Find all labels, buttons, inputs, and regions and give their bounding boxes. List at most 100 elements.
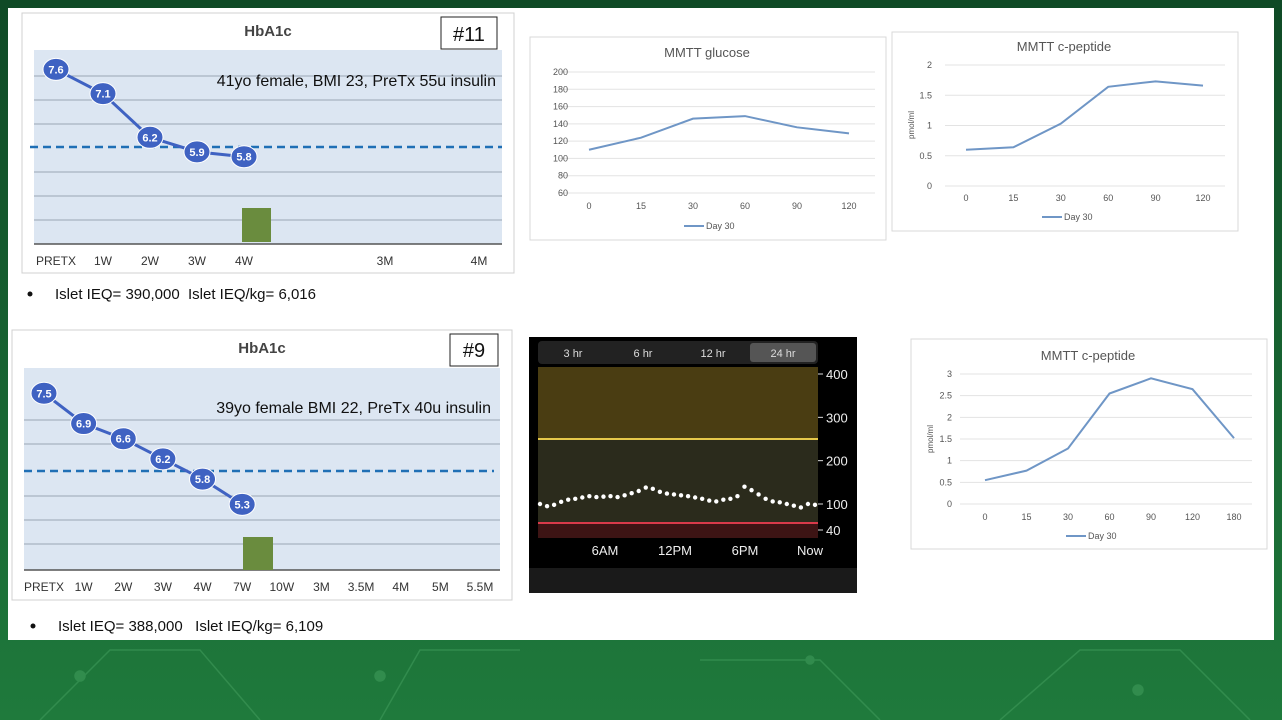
series-line bbox=[965, 80, 1204, 151]
marker bbox=[230, 145, 258, 169]
data-label: 5.8 bbox=[236, 152, 251, 164]
chart-title: HbA1c bbox=[244, 23, 292, 40]
glucose-reading bbox=[685, 494, 691, 499]
chart-frame bbox=[910, 338, 1268, 550]
x-tick-label: 4M bbox=[471, 254, 488, 268]
marker bbox=[42, 57, 70, 81]
y-tick-label: 200 bbox=[826, 454, 848, 469]
glucose-reading bbox=[742, 484, 747, 489]
glucose-reading bbox=[544, 503, 550, 509]
x-tick-label: 5M bbox=[432, 580, 449, 594]
y-tick-label: 200 bbox=[553, 67, 568, 77]
y-tick-label: 2 bbox=[927, 60, 932, 70]
marker bbox=[136, 125, 164, 149]
glucose-reading bbox=[763, 496, 768, 501]
x-tick-label: 60 bbox=[1104, 512, 1114, 522]
x-tick-label: 0 bbox=[963, 193, 968, 203]
tab-label: 3 hr bbox=[564, 348, 583, 360]
y-tick-label: 160 bbox=[553, 102, 568, 112]
glucose-reading bbox=[622, 493, 627, 498]
marker bbox=[30, 381, 58, 405]
y-tick-label: 1.5 bbox=[939, 434, 952, 444]
glucose-reading bbox=[671, 492, 677, 497]
y-tick-label: 1.5 bbox=[919, 90, 932, 100]
marker bbox=[109, 427, 137, 451]
decoration bbox=[39, 649, 1251, 720]
glucose-reading bbox=[735, 494, 740, 499]
data-label: 7.5 bbox=[36, 388, 51, 400]
y-tick-label: 0.5 bbox=[919, 151, 932, 161]
annotation: 41yo female, BMI 23, PreTx 55u insulin bbox=[217, 73, 496, 90]
glucose-reading bbox=[791, 503, 797, 508]
x-tick-label: 0 bbox=[982, 512, 987, 522]
glucose-reading bbox=[643, 485, 648, 490]
glucose-reading bbox=[615, 494, 620, 500]
marker bbox=[228, 492, 256, 516]
x-tick-label: 6AM bbox=[592, 543, 619, 558]
x-tick-label: 5.5M bbox=[467, 580, 494, 594]
x-tick-label: 15 bbox=[1021, 512, 1031, 522]
y-tick-label: 1 bbox=[927, 121, 932, 131]
glucose-reading bbox=[728, 496, 733, 501]
x-tick-label: 3.5M bbox=[348, 580, 375, 594]
case-label: #9 bbox=[463, 340, 485, 362]
x-tick-label: 4W bbox=[235, 254, 254, 268]
glucose-reading bbox=[573, 496, 578, 501]
glucose-reading bbox=[777, 500, 782, 505]
y-tick-label: 400 bbox=[826, 367, 848, 382]
x-tick-label: 15 bbox=[636, 201, 646, 211]
data-label: 6.2 bbox=[142, 132, 157, 144]
case-box bbox=[440, 16, 498, 50]
glucose-reading bbox=[580, 495, 585, 500]
marker bbox=[70, 412, 98, 436]
chart-title: HbA1c bbox=[238, 340, 286, 357]
y-axis-label: pmol/ml bbox=[907, 111, 916, 139]
data-label: 5.8 bbox=[195, 474, 210, 486]
glucose-reading bbox=[756, 492, 761, 497]
series-line bbox=[588, 115, 850, 151]
x-tick-label: 60 bbox=[1103, 193, 1113, 203]
x-tick-label: 180 bbox=[1226, 512, 1241, 522]
tab-selected[interactable] bbox=[750, 343, 816, 362]
glucose-reading bbox=[657, 489, 663, 495]
y-tick-label: 60 bbox=[558, 188, 568, 198]
y-tick-label: 80 bbox=[558, 171, 568, 181]
cgm-footer bbox=[529, 568, 857, 593]
bullet-text: Islet IEQ= 388,000 Islet IEQ/kg= 6,109 bbox=[58, 618, 323, 635]
y-tick-label: 3 bbox=[947, 369, 952, 379]
glucose-reading bbox=[678, 493, 684, 498]
y-tick-label: 1 bbox=[947, 456, 952, 466]
x-tick-label: 10W bbox=[269, 580, 294, 594]
case-label: #11 bbox=[453, 24, 485, 46]
bullet-text: Islet IEQ= 390,000 Islet IEQ/kg= 6,016 bbox=[55, 286, 316, 303]
legend-label: Day 30 bbox=[1088, 531, 1117, 541]
glucose-reading bbox=[692, 495, 698, 500]
case-box bbox=[449, 333, 499, 367]
glucose-reading bbox=[537, 501, 543, 507]
y-tick-label: 2 bbox=[947, 412, 952, 422]
x-tick-label: 120 bbox=[1195, 193, 1210, 203]
y-tick-label: 180 bbox=[553, 84, 568, 94]
marker bbox=[183, 140, 211, 164]
glucose-reading bbox=[601, 494, 606, 499]
x-tick-label: PRETX bbox=[36, 254, 76, 268]
glucose-reading bbox=[629, 490, 634, 496]
x-tick-label: 3W bbox=[188, 254, 207, 268]
glucose-reading bbox=[812, 502, 818, 508]
glucose-reading bbox=[770, 499, 775, 504]
x-tick-label: 15 bbox=[1008, 193, 1018, 203]
x-tick-label: 120 bbox=[1185, 512, 1200, 522]
annotation: 39yo female BMI 22, PreTx 40u insulin bbox=[216, 400, 491, 417]
x-tick-label: 3M bbox=[377, 254, 394, 268]
glucose-reading bbox=[699, 496, 705, 501]
glucose-reading bbox=[805, 501, 811, 507]
x-tick-label: 2W bbox=[114, 580, 133, 594]
glucose-reading bbox=[558, 499, 564, 505]
bullet bbox=[27, 291, 33, 297]
series-line bbox=[984, 377, 1235, 482]
glucose-reading bbox=[587, 494, 592, 499]
x-tick-label: 30 bbox=[688, 201, 698, 211]
tab-label: 24 hr bbox=[770, 348, 795, 360]
glucose-reading bbox=[594, 494, 599, 500]
